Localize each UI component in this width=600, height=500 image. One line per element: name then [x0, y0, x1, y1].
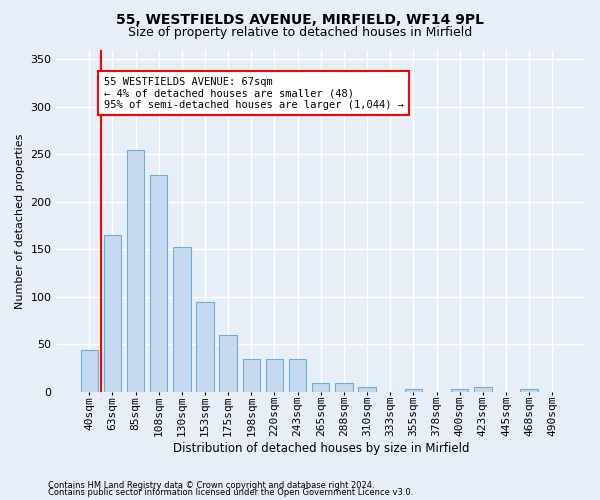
X-axis label: Distribution of detached houses by size in Mirfield: Distribution of detached houses by size …: [173, 442, 469, 455]
Text: Contains public sector information licensed under the Open Government Licence v3: Contains public sector information licen…: [48, 488, 413, 497]
Text: Contains HM Land Registry data © Crown copyright and database right 2024.: Contains HM Land Registry data © Crown c…: [48, 480, 374, 490]
Bar: [220, 335, 237, 392]
Text: 55, WESTFIELDS AVENUE, MIRFIELD, WF14 9PL: 55, WESTFIELDS AVENUE, MIRFIELD, WF14 9P…: [116, 12, 484, 26]
Bar: [127, 150, 144, 392]
Bar: [173, 248, 191, 392]
Bar: [451, 389, 469, 392]
Bar: [150, 176, 167, 392]
Text: Size of property relative to detached houses in Mirfield: Size of property relative to detached ho…: [128, 26, 472, 39]
Bar: [312, 383, 329, 392]
Bar: [289, 360, 307, 392]
Y-axis label: Number of detached properties: Number of detached properties: [15, 133, 25, 308]
Bar: [80, 350, 98, 392]
Text: 55 WESTFIELDS AVENUE: 67sqm
← 4% of detached houses are smaller (48)
95% of semi: 55 WESTFIELDS AVENUE: 67sqm ← 4% of deta…: [104, 76, 404, 110]
Bar: [242, 358, 260, 392]
Bar: [520, 389, 538, 392]
Bar: [474, 387, 491, 392]
Bar: [104, 235, 121, 392]
Bar: [404, 389, 422, 392]
Bar: [335, 383, 353, 392]
Bar: [266, 358, 283, 392]
Bar: [358, 387, 376, 392]
Bar: [196, 302, 214, 392]
